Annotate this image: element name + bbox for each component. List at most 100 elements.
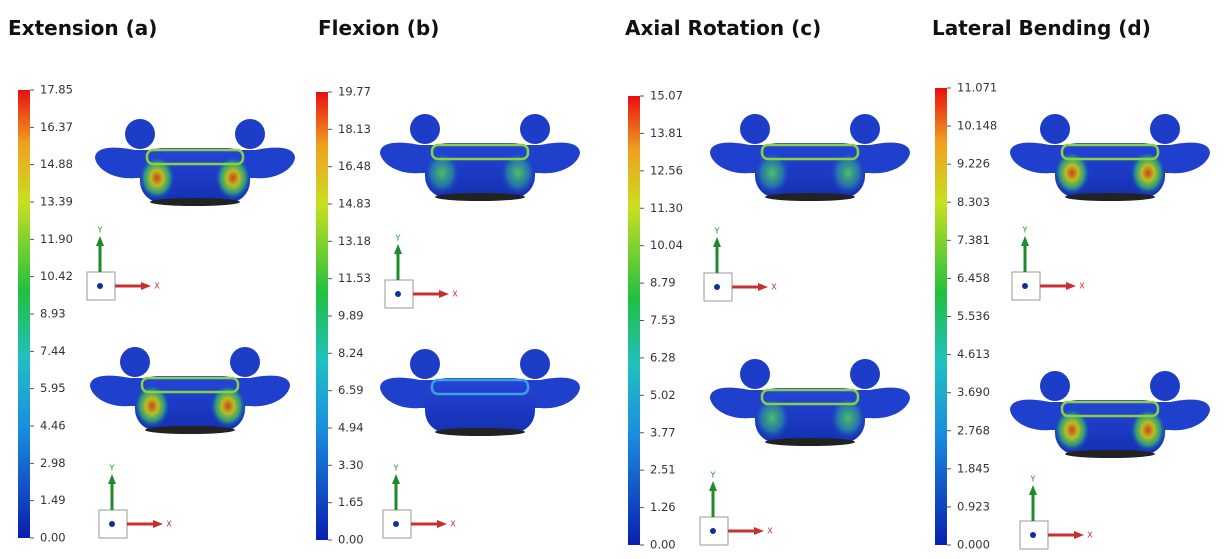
scale-label: 16.48 [338,159,371,173]
scale-label: 1.49 [40,493,66,507]
scale-label: 11.071 [957,81,997,95]
axis-triad: YX [704,227,777,302]
stress-spot [424,151,460,195]
stress-spot [210,384,246,428]
scale-label: 0.00 [650,538,676,552]
vertebra [95,119,295,206]
y-axis-label: Y [395,234,401,243]
pedicle [125,119,155,149]
stress-spot [1130,151,1166,195]
axis-triad: YX [1012,226,1085,301]
vertebra [380,114,580,201]
y-arrow-head [392,474,400,484]
vertebra [1010,114,1210,201]
scale-label: 8.303 [957,195,990,209]
pedicle [230,347,260,377]
y-axis-label: Y [109,464,115,473]
triad-origin [97,283,103,289]
scale-label: 7.44 [40,344,66,358]
scale-label: 5.02 [650,388,676,402]
scale-label: 1.65 [338,495,364,509]
scale-label: 5.536 [957,309,990,323]
axis-triad: YX [87,226,160,301]
x-axis-label: X [771,283,777,292]
pedicle [850,359,880,389]
scale-label: 17.85 [40,83,73,97]
scale-label: 3.77 [650,425,676,439]
y-arrow-head [709,481,717,491]
triad-origin [710,528,716,534]
vertebra [90,347,290,434]
color-bar [18,90,30,538]
y-axis-label: Y [1030,475,1036,484]
y-arrow-head [1029,485,1037,495]
scale-label: 1.26 [650,500,676,514]
pedicle [235,119,265,149]
scale-label: 10.42 [40,269,73,283]
pedicle [740,114,770,144]
x-arrow-head [153,520,163,528]
x-axis-label: X [166,520,172,529]
body-base [1065,193,1155,201]
scale-label: 2.768 [957,423,990,437]
pedicle [1040,114,1070,144]
scale-label: 3.30 [338,458,364,472]
x-arrow-head [1074,531,1084,539]
pedicle [740,359,770,389]
scale-label: 11.90 [40,232,73,246]
axis-triad: YX [1020,475,1093,550]
y-axis-label: Y [393,464,399,473]
x-arrow-head [754,527,764,535]
scale-label: 0.00 [338,533,364,547]
triad-origin [1030,532,1036,538]
y-arrow-head [394,244,402,254]
stress-spot [500,151,536,195]
scale-label: 14.88 [40,157,73,171]
scale-label: 4.94 [338,421,364,435]
vertebra [710,114,910,201]
pedicle [410,349,440,379]
stress-spot [1054,408,1090,452]
scale-label: 7.381 [957,233,990,247]
x-axis-label: X [1087,531,1093,540]
scale-label: 8.79 [650,276,676,290]
y-arrow-head [108,474,116,484]
stress-spot [830,396,866,440]
scale-label: 6.28 [650,350,676,364]
y-arrow-head [96,236,104,246]
scale-label: 15.07 [650,89,683,103]
triad-origin [714,284,720,290]
panel-title: Flexion (b) [318,16,439,40]
color-bar [935,88,947,545]
x-arrow-head [437,520,447,528]
triad-origin [395,291,401,297]
scale-label: 5.95 [40,381,66,395]
pedicle [520,349,550,379]
triad-origin [393,521,399,527]
body-base [145,426,235,434]
vertebra [380,349,580,436]
color-bar [628,96,640,545]
body-base [435,428,525,436]
y-axis-label: Y [97,226,103,235]
vertebral-body [425,378,535,433]
scale-label: 2.51 [650,463,676,477]
scale-label: 4.613 [957,347,990,361]
y-axis-label: Y [710,471,716,480]
x-arrow-head [439,290,449,298]
x-axis-label: X [452,290,458,299]
body-base [435,193,525,201]
stress-spot [134,384,170,428]
y-arrow-head [1021,236,1029,246]
pedicle [1040,371,1070,401]
pedicle [410,114,440,144]
x-axis-label: X [767,527,773,536]
scale-label: 0.000 [957,538,990,552]
scale-label: 9.226 [957,157,990,171]
scale-label: 1.845 [957,461,990,475]
stress-spot [1054,151,1090,195]
stress-spot [754,396,790,440]
figure: Extension (a)17.8516.3714.8813.3911.9010… [0,0,1224,559]
color-bar [316,92,328,540]
x-arrow-head [141,282,151,290]
